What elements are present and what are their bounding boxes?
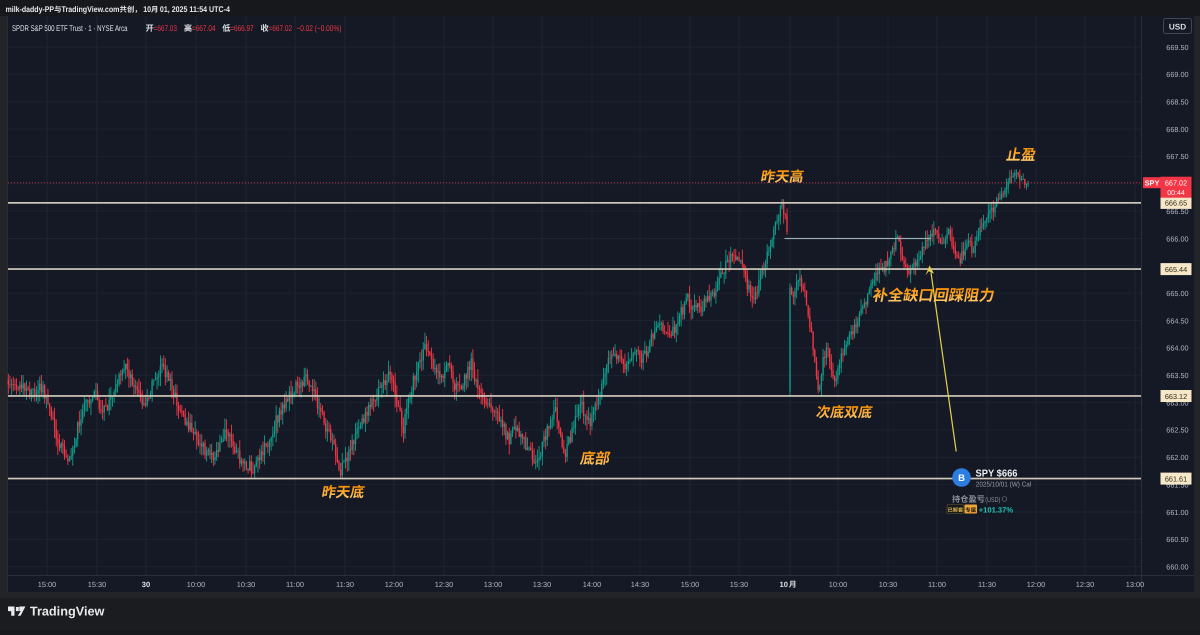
svg-text:662.50: 662.50 (1166, 426, 1188, 435)
svg-text:668.50: 668.50 (1166, 98, 1188, 107)
svg-text:667.50: 667.50 (1166, 152, 1188, 161)
svg-text:10:30: 10:30 (237, 580, 256, 589)
svg-text:12:30: 12:30 (1076, 580, 1095, 589)
svg-text:B: B (958, 473, 965, 484)
svg-text:TradingView.com: TradingView.com (62, 5, 120, 14)
svg-text:11:00: 11:00 (286, 580, 304, 589)
svg-text:15:30: 15:30 (730, 580, 749, 589)
svg-text:667.02: 667.02 (1165, 178, 1187, 187)
svg-text:11:30: 11:30 (978, 580, 996, 589)
svg-text:11:00: 11:00 (928, 580, 946, 589)
svg-text:00:44: 00:44 (1167, 190, 1185, 197)
svg-text:−0.02 (−0.00%): −0.02 (−0.00%) (296, 23, 341, 33)
svg-text:10:30: 10:30 (879, 580, 898, 589)
svg-text:SPY $666: SPY $666 (976, 469, 1018, 480)
svg-text:10:00: 10:00 (187, 580, 206, 589)
svg-text:669.00: 669.00 (1166, 70, 1188, 79)
svg-text:14:30: 14:30 (631, 580, 650, 589)
svg-text:665.44: 665.44 (1165, 265, 1187, 274)
svg-text:666.50: 666.50 (1166, 207, 1188, 216)
svg-text:666.65: 666.65 (1165, 199, 1187, 208)
svg-text:669.50: 669.50 (1166, 43, 1188, 52)
svg-text:USD: USD (1169, 22, 1186, 31)
svg-text:30: 30 (142, 580, 150, 589)
svg-text:663.50: 663.50 (1166, 371, 1188, 380)
svg-text:668.00: 668.00 (1166, 125, 1188, 134)
svg-text:=666.97: =666.97 (230, 23, 254, 33)
svg-text:11:30: 11:30 (336, 580, 354, 589)
svg-text:15:00: 15:00 (38, 580, 57, 589)
svg-text:15:00: 15:00 (681, 580, 700, 589)
svg-text:(USD): (USD) (985, 496, 1000, 504)
svg-text:660.50: 660.50 (1166, 535, 1188, 544)
svg-text:10: 10 (780, 580, 788, 589)
svg-text:663.12: 663.12 (1165, 392, 1187, 401)
svg-text:14:00: 14:00 (583, 580, 602, 589)
svg-text:664.00: 664.00 (1166, 344, 1188, 353)
svg-text:12:30: 12:30 (435, 580, 454, 589)
svg-text:01, 2025 11:54 UTC-4: 01, 2025 11:54 UTC-4 (160, 5, 230, 14)
svg-text:13:30: 13:30 (533, 580, 552, 589)
svg-text:12:00: 12:00 (385, 580, 404, 589)
svg-text:661.50: 661.50 (1166, 480, 1188, 489)
svg-text:663.00: 663.00 (1166, 398, 1188, 407)
svg-text:10: 10 (143, 5, 151, 14)
svg-text:SPDR S&P 500 ETF Trust · 1 · N: SPDR S&P 500 ETF Trust · 1 · NYSE Arca (12, 23, 128, 33)
svg-text:661.61: 661.61 (1165, 474, 1187, 483)
svg-text:666.00: 666.00 (1166, 234, 1188, 243)
svg-text:TradingView: TradingView (30, 605, 105, 619)
svg-text:13:00: 13:00 (1126, 580, 1145, 589)
svg-text:15:30: 15:30 (88, 580, 107, 589)
svg-text:+101.37%: +101.37% (979, 505, 1014, 514)
svg-text:milk-daddy-PP: milk-daddy-PP (6, 5, 55, 14)
svg-text:=667.04: =667.04 (192, 23, 216, 33)
svg-text:665.00: 665.00 (1166, 289, 1188, 298)
svg-text:662.00: 662.00 (1166, 453, 1188, 462)
svg-text:=667.03: =667.03 (154, 23, 178, 33)
svg-text:661.00: 661.00 (1166, 508, 1188, 517)
svg-text:660.00: 660.00 (1166, 562, 1188, 571)
svg-text:10:00: 10:00 (829, 580, 848, 589)
svg-text:=667.02: =667.02 (269, 23, 293, 33)
svg-text:13:00: 13:00 (484, 580, 503, 589)
svg-text:2025/10/01 (W) Cal: 2025/10/01 (W) Cal (976, 480, 1032, 488)
svg-text:12:00: 12:00 (1027, 580, 1046, 589)
svg-text:664.50: 664.50 (1166, 316, 1188, 325)
svg-text:SPY: SPY (1145, 178, 1160, 187)
